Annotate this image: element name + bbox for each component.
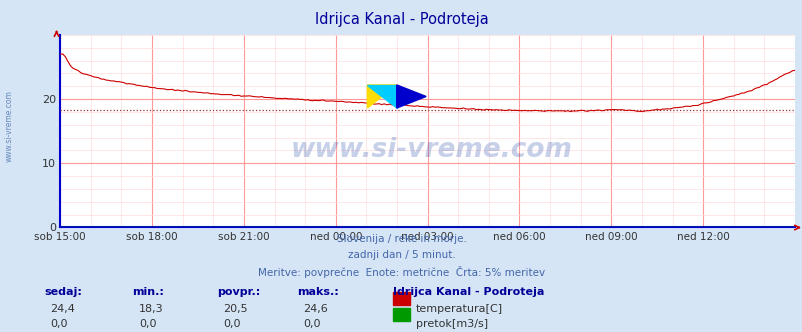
- Text: www.si-vreme.com: www.si-vreme.com: [290, 137, 572, 163]
- Text: zadnji dan / 5 minut.: zadnji dan / 5 minut.: [347, 250, 455, 260]
- Text: 0,0: 0,0: [223, 319, 241, 329]
- Text: min.:: min.:: [132, 287, 164, 297]
- Text: 24,4: 24,4: [51, 304, 75, 314]
- Text: povpr.:: povpr.:: [217, 287, 260, 297]
- Text: 0,0: 0,0: [303, 319, 321, 329]
- Text: Meritve: povprečne  Enote: metrične  Črta: 5% meritev: Meritve: povprečne Enote: metrične Črta:…: [257, 266, 545, 278]
- Polygon shape: [367, 85, 396, 108]
- Text: temperatura[C]: temperatura[C]: [415, 304, 502, 314]
- Polygon shape: [396, 85, 426, 108]
- Text: pretok[m3/s]: pretok[m3/s]: [415, 319, 488, 329]
- Text: 18,3: 18,3: [139, 304, 164, 314]
- Text: maks.:: maks.:: [297, 287, 338, 297]
- Polygon shape: [367, 85, 396, 108]
- Text: 0,0: 0,0: [51, 319, 68, 329]
- Text: 0,0: 0,0: [139, 319, 156, 329]
- Text: 24,6: 24,6: [303, 304, 328, 314]
- Text: Idrijca Kanal - Podroteja: Idrijca Kanal - Podroteja: [393, 287, 545, 297]
- Text: Slovenija / reke in morje.: Slovenija / reke in morje.: [336, 234, 466, 244]
- Text: sedaj:: sedaj:: [44, 287, 82, 297]
- Text: Idrijca Kanal - Podroteja: Idrijca Kanal - Podroteja: [314, 12, 488, 27]
- Text: 20,5: 20,5: [223, 304, 248, 314]
- Text: www.si-vreme.com: www.si-vreme.com: [5, 90, 14, 162]
